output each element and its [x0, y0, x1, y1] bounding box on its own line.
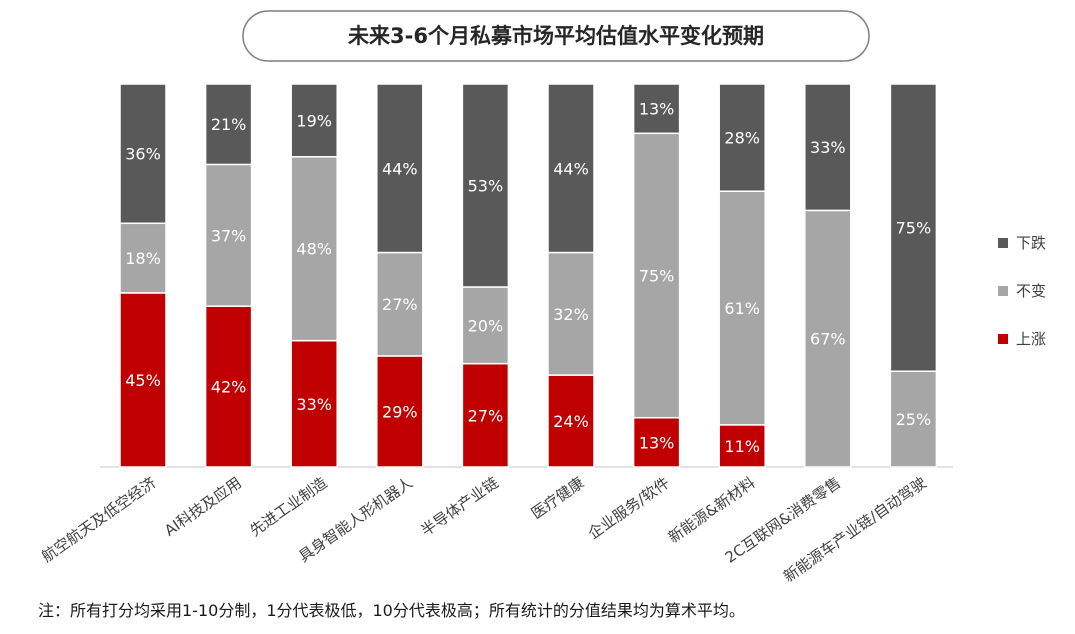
bar-segment-1-2: [290, 156, 338, 342]
data-label-0-6: 13%: [639, 433, 675, 452]
bar-segment-0-1: [204, 305, 253, 468]
legend-label-2: 上涨: [1016, 330, 1046, 348]
data-label-2-1: 21%: [211, 115, 247, 134]
data-label-1-9: 25%: [896, 410, 932, 429]
bar-segment-0-7: [718, 424, 766, 468]
bar-segment-1-0: [119, 222, 167, 294]
bar-segment-0-5: [547, 374, 595, 468]
data-label-1-0: 18%: [125, 249, 161, 268]
data-label-0-2: 33%: [296, 395, 332, 414]
bar-segment-0-2: [290, 339, 338, 468]
x-tick-label-9: 新能源车产业链/自动驾驶: [780, 474, 930, 586]
bar-segment-2-0: [119, 83, 167, 225]
data-label-1-6: 75%: [639, 267, 675, 286]
bar-segment-0-0: [119, 292, 167, 468]
chart-title-text: 未来3-6个月私募市场平均估值水平变化预期: [348, 24, 764, 48]
data-label-1-8: 67%: [810, 330, 846, 349]
bar-segment-1-9: [889, 370, 938, 468]
x-tick-label-4: 半导体产业链: [418, 474, 502, 540]
data-label-2-6: 13%: [639, 100, 675, 119]
data-label-0-3: 29%: [382, 402, 418, 421]
bar-segment-2-9: [889, 83, 938, 372]
data-label-0-7: 11%: [724, 437, 760, 456]
legend-swatch-1: [998, 286, 1008, 296]
bar-segment-2-5: [547, 83, 595, 254]
bar-segment-2-1: [204, 83, 253, 166]
data-label-1-3: 27%: [382, 295, 418, 314]
data-label-0-5: 24%: [553, 412, 589, 431]
data-label-2-4: 53%: [468, 176, 504, 195]
legend-label-0: 下跌: [1016, 234, 1046, 252]
bar-segment-1-5: [547, 251, 595, 376]
title-frame: [242, 10, 870, 62]
data-label-0-1: 42%: [211, 378, 247, 397]
data-label-2-9: 75%: [896, 219, 932, 238]
data-label-0-0: 45%: [125, 371, 161, 390]
legend-label-1: 不变: [1016, 282, 1046, 300]
x-tick-label-1: AI科技及应用: [161, 474, 245, 540]
chart-title: 未来3-6个月私募市场平均估值水平变化预期: [242, 10, 870, 62]
bar-segment-2-4: [461, 83, 510, 288]
legend-swatch-2: [998, 334, 1008, 344]
x-tick-label-0: 航空航天及低空经济: [38, 474, 159, 566]
data-label-2-0: 36%: [125, 145, 161, 164]
legend-swatch-0: [998, 238, 1008, 248]
x-tick-label-2: 先进工业制造: [246, 474, 330, 540]
data-label-2-7: 28%: [724, 129, 760, 148]
x-tick-label-6: 企业服务/软件: [585, 474, 673, 543]
data-label-2-3: 44%: [382, 159, 418, 178]
x-tick-label-5: 医疗健康: [528, 474, 587, 523]
bar-segment-2-6: [632, 83, 681, 135]
bar-segment-2-2: [290, 83, 338, 158]
data-label-2-8: 33%: [810, 138, 846, 157]
data-label-1-7: 61%: [724, 299, 760, 318]
bar-segment-0-6: [632, 416, 681, 468]
bar-area: 45% 18% 36% 42% 37% 21% 33% 48% 19% 29% 27% 44% 27% 2…: [119, 83, 938, 470]
data-label-2-5: 44%: [553, 159, 589, 178]
bar-segment-2-3: [376, 83, 424, 254]
data-label-1-5: 32%: [553, 305, 589, 324]
data-label-2-2: 19%: [296, 111, 332, 130]
bar-segment-2-8: [804, 83, 852, 212]
data-label-1-2: 48%: [296, 240, 332, 259]
bar-segment-0-4: [461, 362, 510, 468]
data-label-0-4: 27%: [468, 406, 504, 425]
bar-segment-1-3: [376, 251, 424, 357]
bar-segment-1-6: [632, 132, 681, 419]
data-label-1-1: 37%: [211, 226, 247, 245]
bar-segment-2-7: [718, 83, 766, 192]
bar-segment-1-1: [204, 163, 253, 307]
data-label-1-4: 20%: [468, 316, 504, 335]
footnote: 注：所有打分均采用1-10分制，1分代表极低，10分代表极高；所有统计的分值结果…: [38, 601, 745, 620]
